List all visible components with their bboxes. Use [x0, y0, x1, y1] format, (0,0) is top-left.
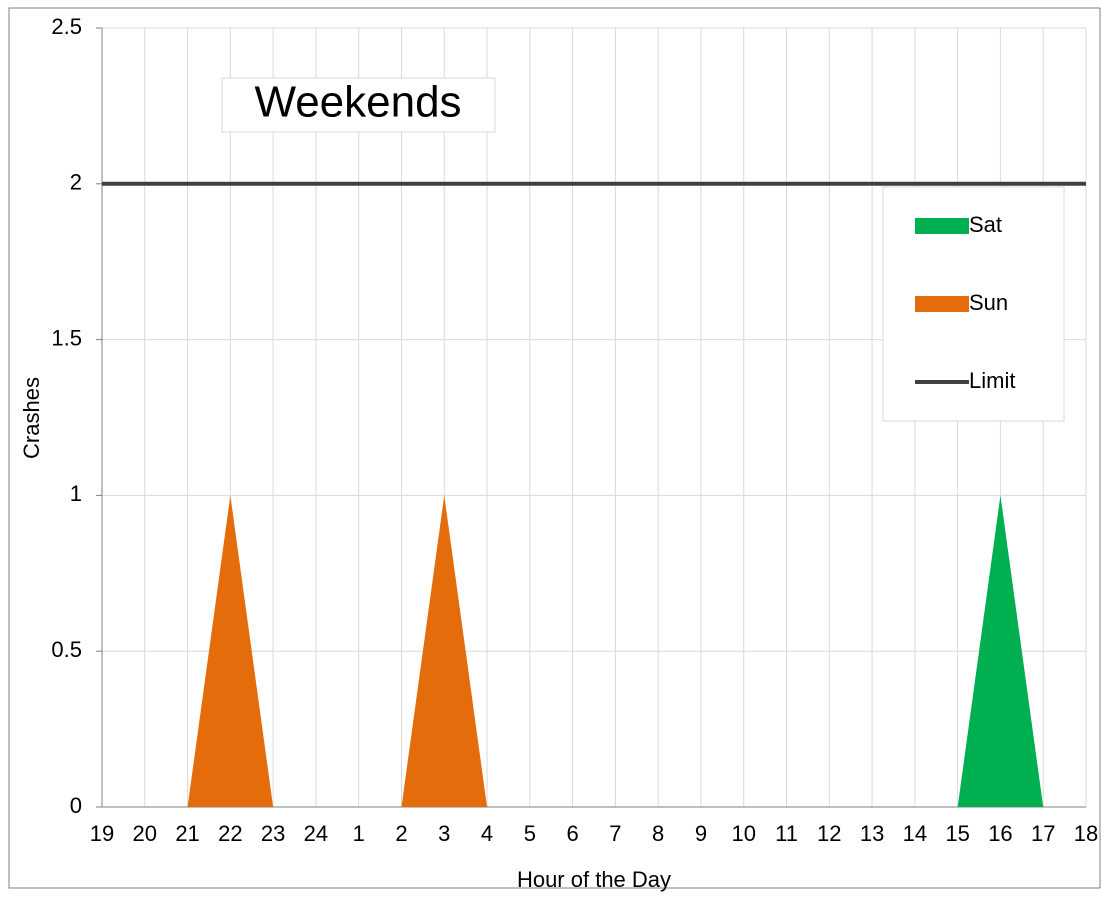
y-tick-label: 2.5	[51, 14, 82, 39]
x-tick-label: 24	[304, 821, 328, 846]
x-tick-label: 22	[218, 821, 242, 846]
area	[102, 495, 1086, 807]
x-tick-label: 23	[261, 821, 285, 846]
x-tick-label: 12	[817, 821, 841, 846]
y-tick-label: 2	[70, 170, 82, 195]
legend-box	[882, 186, 1065, 422]
legend-label: Sat	[969, 212, 1002, 237]
chart-title: Weekends	[254, 78, 461, 127]
legend-swatch	[915, 218, 969, 234]
x-tick-label: 11	[775, 821, 798, 846]
y-tick-label: 0	[70, 793, 82, 818]
legend-swatch	[915, 296, 969, 312]
y-tick-label: 0.5	[51, 637, 82, 662]
legend: Sat Sun Limit	[882, 186, 1065, 422]
x-tick-label: 13	[860, 821, 884, 846]
x-tick-label: 20	[133, 821, 157, 846]
x-tick-label: 5	[524, 821, 536, 846]
x-tick-label: 4	[481, 821, 493, 846]
x-tick-label: 8	[652, 821, 664, 846]
x-tick-label: 15	[945, 821, 969, 846]
marks	[102, 181, 1086, 807]
x-tick-label: 18	[1074, 821, 1098, 846]
x-tick-label: 19	[90, 821, 114, 846]
x-tick-label: 21	[175, 821, 199, 846]
title-box	[221, 77, 496, 133]
y-axis-title: Crashes	[19, 377, 44, 459]
legend-label: Limit	[969, 368, 1015, 393]
legend-label: Sun	[969, 290, 1008, 315]
x-tick-label: 14	[903, 821, 927, 846]
chart-frame	[8, 7, 1101, 889]
y-tick-label: 1	[70, 481, 82, 506]
x-tick-label: 10	[731, 821, 755, 846]
x-tick-label: 7	[609, 821, 621, 846]
area	[102, 495, 1086, 807]
x-tick-label: 16	[988, 821, 1012, 846]
x-tick-label: 9	[695, 821, 707, 846]
x-tick-label: 3	[438, 821, 450, 846]
x-tick-label: 2	[395, 821, 407, 846]
x-tick-label: 1	[353, 821, 365, 846]
x-tick-label: 17	[1031, 821, 1055, 846]
x-tick-label: 6	[566, 821, 578, 846]
x-axis-title: Hour of the Day	[517, 867, 671, 892]
y-tick-label: 1.5	[51, 325, 82, 350]
